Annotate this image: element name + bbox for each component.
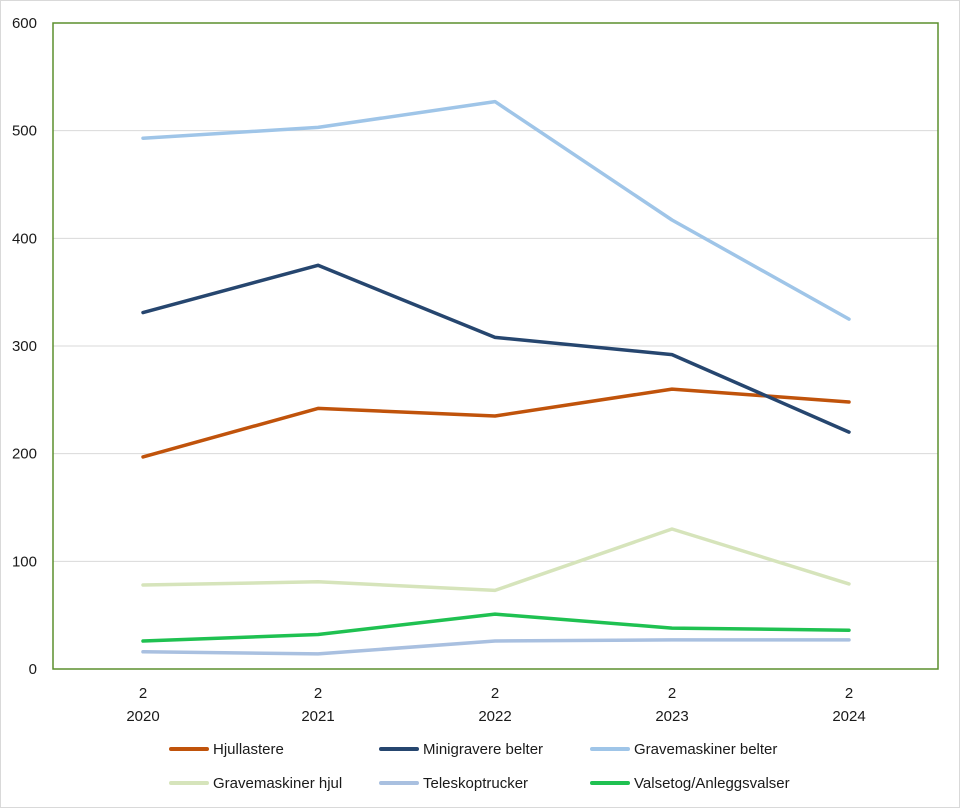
legend: Hjullastere Minigravere belter Gravemaskin… bbox=[171, 741, 790, 792]
x-tick-label-year: 2020 bbox=[126, 708, 159, 725]
legend-label: Gravemaskiner hjul bbox=[213, 775, 342, 792]
gridlines bbox=[53, 131, 938, 562]
series-gravemaskiner-belter bbox=[143, 102, 849, 320]
series-minigravere-belter bbox=[143, 265, 849, 432]
legend-label: Gravemaskiner belter bbox=[634, 741, 777, 758]
y-tick-label: 200 bbox=[12, 446, 37, 463]
series-lines bbox=[143, 102, 849, 654]
series-gravemaskiner-hjul bbox=[143, 529, 849, 590]
legend-item: Teleskoptrucker bbox=[381, 775, 528, 792]
series-hjullastere bbox=[143, 389, 849, 457]
x-tick-label-top: 2 bbox=[668, 685, 676, 702]
x-axis-tick-labels: 2 2020 2 2021 2 2022 2 2023 2 2024 bbox=[126, 685, 865, 725]
y-tick-label: 100 bbox=[12, 553, 37, 570]
series-line bbox=[143, 265, 849, 432]
y-axis-tick-labels: 0 100 200 300 400 500 600 bbox=[12, 15, 37, 678]
legend-item: Minigravere belter bbox=[381, 741, 543, 758]
legend-label: Minigravere belter bbox=[423, 741, 543, 758]
x-tick-label-year: 2024 bbox=[832, 708, 865, 725]
y-tick-label: 300 bbox=[12, 338, 37, 355]
series-line bbox=[143, 640, 849, 654]
y-tick-label: 600 bbox=[12, 15, 37, 32]
legend-item: Gravemaskiner hjul bbox=[171, 775, 342, 792]
legend-item: Gravemaskiner belter bbox=[592, 741, 777, 758]
series-line bbox=[143, 389, 849, 457]
series-line bbox=[143, 529, 849, 590]
series-line bbox=[143, 614, 849, 641]
y-tick-label: 0 bbox=[29, 661, 37, 678]
legend-label: Teleskoptrucker bbox=[423, 775, 528, 792]
x-tick-label-top: 2 bbox=[845, 685, 853, 702]
legend-label: Hjullastere bbox=[213, 741, 284, 758]
x-tick-label-year: 2021 bbox=[301, 708, 334, 725]
x-tick-label-top: 2 bbox=[139, 685, 147, 702]
legend-item: Hjullastere bbox=[171, 741, 284, 758]
y-tick-label: 400 bbox=[12, 230, 37, 247]
x-tick-label-year: 2023 bbox=[655, 708, 688, 725]
legend-label: Valsetog/Anleggsvalser bbox=[634, 775, 790, 792]
series-valsetog-anleggsvalser bbox=[143, 614, 849, 641]
y-tick-label: 500 bbox=[12, 123, 37, 140]
series-line bbox=[143, 102, 849, 320]
x-tick-label-top: 2 bbox=[491, 685, 499, 702]
legend-item: Valsetog/Anleggsvalser bbox=[592, 775, 790, 792]
x-tick-label-top: 2 bbox=[314, 685, 322, 702]
series-teleskoptrucker bbox=[143, 640, 849, 654]
x-tick-label-year: 2022 bbox=[478, 708, 511, 725]
